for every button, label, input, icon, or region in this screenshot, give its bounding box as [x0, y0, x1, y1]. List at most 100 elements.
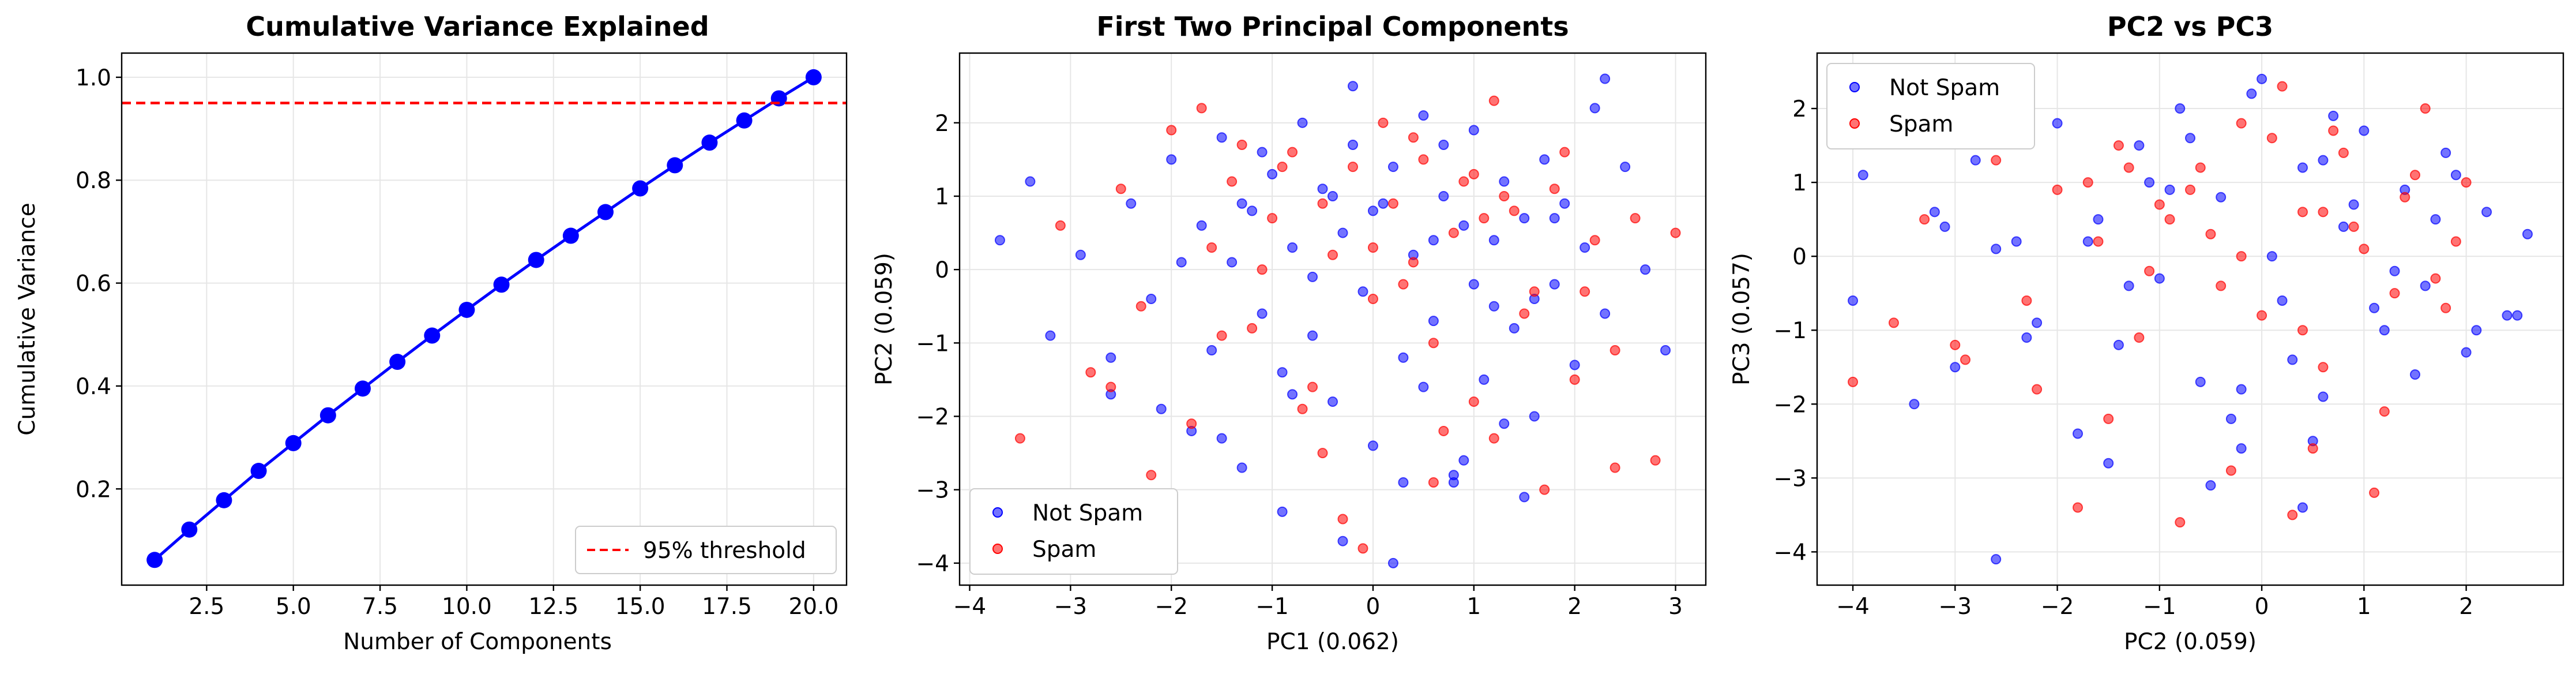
scatter-point: [2348, 199, 2359, 210]
scatter-point: [2021, 332, 2032, 343]
scatter-point: [1267, 213, 1278, 224]
scatter-point: [1468, 125, 1479, 136]
scatter-point: [2266, 133, 2277, 144]
scatter-point: [1857, 170, 1868, 181]
x-tick-label: −3: [1054, 594, 1088, 620]
scatter-point: [1176, 257, 1187, 268]
x-tick-label: 12.5: [528, 594, 578, 620]
scatter-point: [2318, 155, 2329, 166]
y-tick-label: 2: [1792, 96, 1807, 122]
scatter-point: [2409, 369, 2420, 380]
scatter-point: [1297, 117, 1308, 128]
y-tick-label: −2: [1774, 392, 1807, 418]
scatter-point: [1569, 374, 1580, 385]
scatter-point: [2379, 406, 2390, 417]
scatter-point: [1589, 103, 1600, 114]
plot-marks: [994, 73, 1681, 568]
scatter-point: [1529, 286, 1540, 297]
data-point: [250, 463, 267, 480]
scatter-point: [1950, 339, 1961, 350]
scatter-point: [2318, 391, 2329, 402]
scatter-point: [1408, 257, 1419, 268]
x-tick-label: −1: [1255, 594, 1289, 620]
scatter-point: [1105, 381, 1116, 392]
scatter-point: [2205, 229, 2216, 239]
scatter-point: [1670, 227, 1681, 238]
y-tick-label: −3: [916, 478, 950, 504]
data-point: [632, 180, 649, 197]
scatter-point: [2512, 310, 2523, 321]
scatter-point: [2032, 384, 2043, 395]
scatter-point: [2216, 280, 2227, 291]
legend: Not Spam Spam: [969, 488, 1178, 575]
scatter-point: [1307, 330, 1318, 341]
y-tick-label: 0.6: [76, 271, 111, 297]
data-point: [528, 252, 544, 268]
scatter-point: [2450, 170, 2461, 181]
data-point: [216, 492, 232, 508]
x-tick-label: 1: [2357, 594, 2371, 620]
scatter-point: [1509, 205, 1520, 216]
scatter-point: [1236, 198, 1247, 209]
scatter-point: [1337, 514, 1348, 525]
plot-frame: [1816, 52, 2564, 586]
data-point: [493, 276, 510, 293]
x-tick-label: 17.5: [702, 594, 752, 620]
scatter-point: [1418, 110, 1429, 121]
scatter-point: [2450, 236, 2461, 247]
x-tick-label: 1: [1466, 594, 1481, 620]
scatter-point: [2236, 443, 2247, 454]
data-point: [319, 407, 336, 424]
scatter-point: [1398, 352, 1409, 363]
scatter-point: [2389, 265, 2400, 276]
scatter-point: [2307, 443, 2318, 454]
scatter-point: [1991, 244, 2002, 254]
y-tick-label: 1.0: [76, 65, 111, 91]
scatter-point: [1257, 308, 1268, 319]
scatter-point: [2103, 413, 2114, 424]
scatter-point: [2073, 502, 2084, 513]
axis-ticks: −4 −3 −2 −1 0 1 2 −4 −3 −2 −1 0 1 2: [1774, 96, 2474, 620]
scatter-point: [1398, 477, 1409, 488]
scatter-point: [2032, 317, 2043, 328]
scatter-point: [2154, 199, 2165, 210]
legend-label-not-spam: Not Spam: [1889, 75, 2000, 101]
scatter-point: [1458, 455, 1469, 466]
scatter-point: [1328, 396, 1338, 407]
scatter-point: [1600, 308, 1611, 319]
scatter-point: [1909, 399, 1920, 410]
scatter-point: [2073, 428, 2084, 439]
scatter-point: [2338, 221, 2349, 232]
scatter-point: [1367, 205, 1378, 216]
scatter-point: [2144, 177, 2155, 188]
x-tick-label: 2.5: [189, 594, 224, 620]
scatter-point: [1126, 198, 1137, 209]
scatter-point: [1105, 352, 1116, 363]
pc1-pc2-scatter-chart: First Two Principal Components −4 −3 −2 −1 0…: [871, 11, 1707, 655]
scatter-point: [1438, 190, 1449, 201]
scatter-point: [1970, 155, 1981, 166]
scatter-point: [1559, 198, 1570, 209]
x-tick-label: 2: [2459, 594, 2473, 620]
scatter-point: [1428, 235, 1439, 246]
scatter-point: [1387, 557, 1398, 568]
scatter-point: [1408, 132, 1419, 143]
scatter-point: [1630, 213, 1641, 224]
scatter-point: [2093, 236, 2104, 247]
data-point: [805, 69, 822, 85]
scatter-point: [2277, 295, 2288, 306]
scatter-point: [1186, 418, 1197, 429]
legend-marker-not-spam-icon: [1849, 82, 1860, 92]
scatter-point: [1650, 455, 1661, 466]
scatter-point: [1025, 176, 1036, 187]
scatter-point: [1328, 249, 1338, 260]
scatter-point: [1919, 214, 1930, 225]
scatter-point: [2185, 184, 2195, 195]
x-tick-label: 2: [1567, 594, 1582, 620]
scatter-point: [2052, 184, 2063, 195]
scatter-point: [2113, 140, 2124, 151]
scatter-point: [1166, 154, 1177, 165]
scatter-point: [2287, 510, 2298, 521]
scatter-point: [1135, 301, 1146, 312]
